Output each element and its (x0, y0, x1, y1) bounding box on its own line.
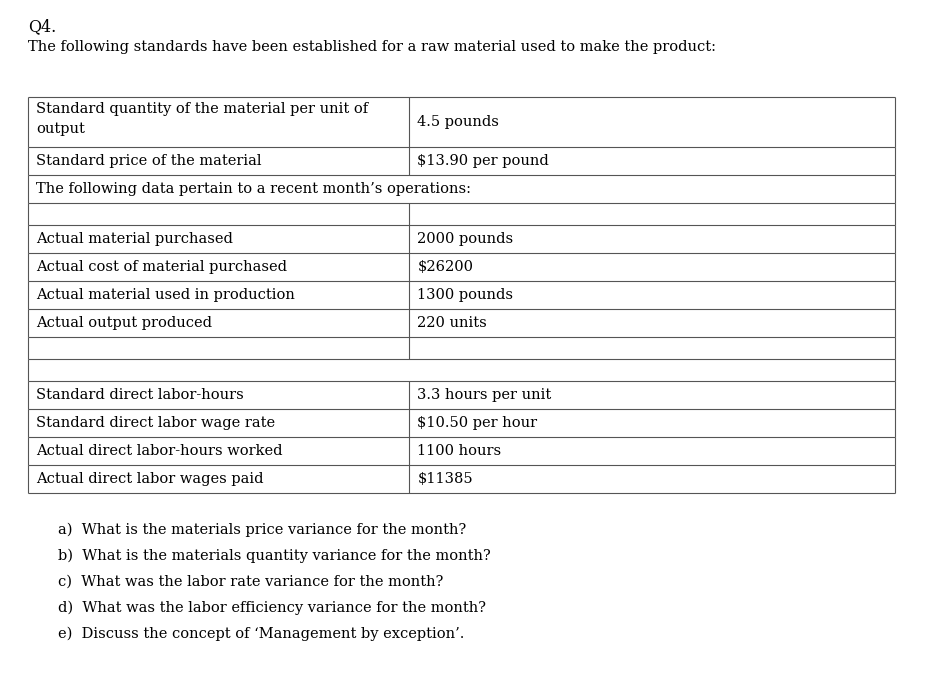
Text: The following standards have been established for a raw material used to make th: The following standards have been establ… (28, 40, 716, 54)
Text: e)  Discuss the concept of ‘Management by exception’.: e) Discuss the concept of ‘Management by… (58, 627, 464, 642)
Text: Actual cost of material purchased: Actual cost of material purchased (36, 260, 287, 274)
Text: 1300 pounds: 1300 pounds (417, 288, 514, 302)
Text: Standard price of the material: Standard price of the material (36, 154, 261, 168)
Text: The following data pertain to a recent month’s operations:: The following data pertain to a recent m… (36, 182, 471, 196)
Text: Actual output produced: Actual output produced (36, 316, 212, 330)
Text: 2000 pounds: 2000 pounds (417, 232, 514, 246)
Text: $13.90 per pound: $13.90 per pound (417, 154, 549, 168)
Text: a)  What is the materials price variance for the month?: a) What is the materials price variance … (58, 523, 466, 537)
Text: 1100 hours: 1100 hours (417, 444, 502, 458)
Text: $11385: $11385 (417, 472, 473, 486)
Text: Standard quantity of the material per unit of
output: Standard quantity of the material per un… (36, 102, 368, 135)
Text: Actual direct labor-hours worked: Actual direct labor-hours worked (36, 444, 283, 458)
Text: Actual material purchased: Actual material purchased (36, 232, 233, 246)
Text: Standard direct labor-hours: Standard direct labor-hours (36, 388, 244, 402)
Text: $10.50 per hour: $10.50 per hour (417, 416, 538, 430)
Text: Actual direct labor wages paid: Actual direct labor wages paid (36, 472, 263, 486)
Text: 220 units: 220 units (417, 316, 488, 330)
Text: d)  What was the labor efficiency variance for the month?: d) What was the labor efficiency varianc… (58, 601, 486, 616)
Text: 4.5 pounds: 4.5 pounds (417, 115, 500, 129)
Text: Standard direct labor wage rate: Standard direct labor wage rate (36, 416, 275, 430)
Text: c)  What was the labor rate variance for the month?: c) What was the labor rate variance for … (58, 575, 443, 589)
Text: Q4.: Q4. (28, 18, 57, 35)
Text: b)  What is the materials quantity variance for the month?: b) What is the materials quantity varian… (58, 549, 490, 563)
Text: $26200: $26200 (417, 260, 474, 274)
Text: Actual material used in production: Actual material used in production (36, 288, 295, 302)
Text: 3.3 hours per unit: 3.3 hours per unit (417, 388, 552, 402)
